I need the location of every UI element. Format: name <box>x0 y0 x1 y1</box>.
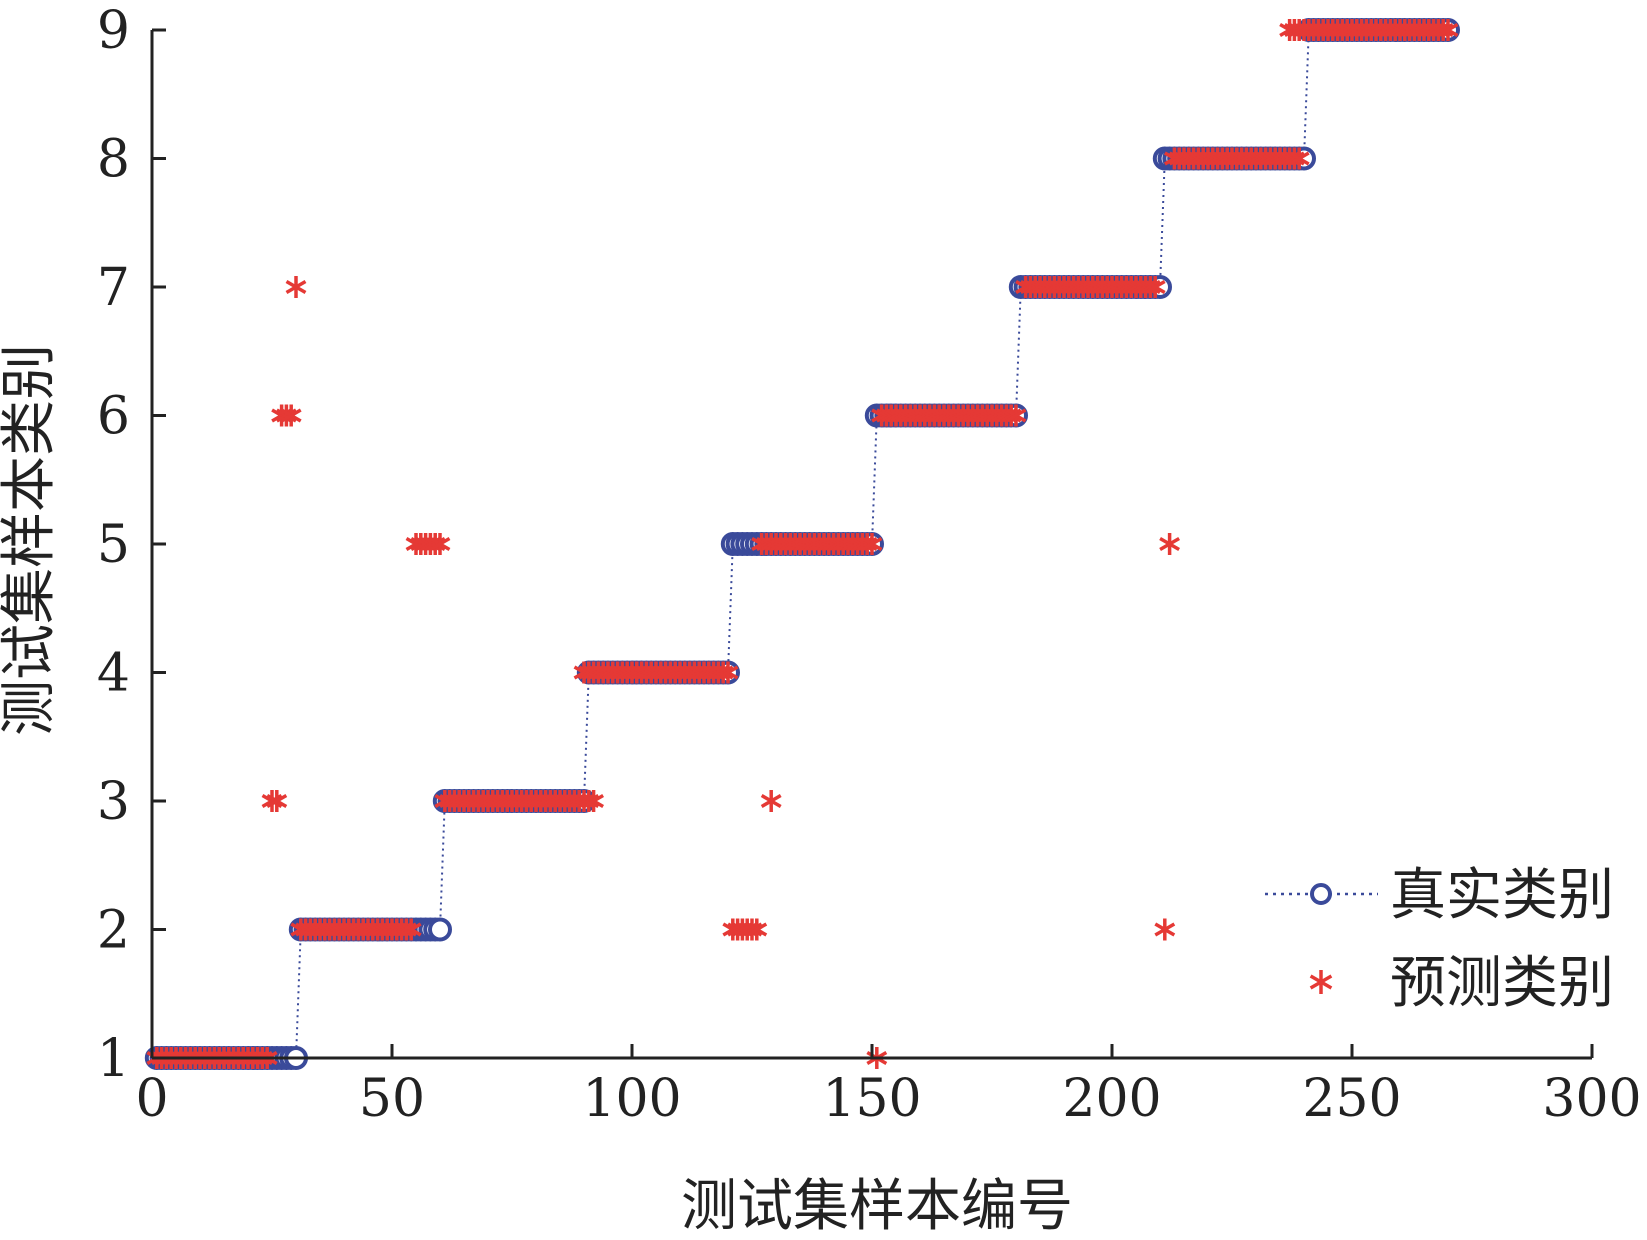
pred-class-point <box>746 918 768 941</box>
x-tick-label: 50 <box>359 1069 425 1129</box>
legend: 真实类别 预测类别 <box>1265 863 1614 1016</box>
y-tick-label: 9 <box>97 1 130 61</box>
y-tick-label: 3 <box>97 772 130 832</box>
y-tick-label: 1 <box>97 1029 130 1089</box>
legend-pred-label: 预测类别 <box>1390 951 1614 1016</box>
y-tick-label: 7 <box>97 258 130 318</box>
legend-true-label: 真实类别 <box>1390 863 1614 928</box>
y-tick-label: 2 <box>97 901 130 961</box>
plot-area <box>144 18 1460 1070</box>
ticks: 0 50 100 150 200 250 300 1 2 3 4 5 6 7 8 9 <box>97 1 1642 1129</box>
pred-class-point <box>266 790 288 812</box>
pred-class-point <box>280 404 302 427</box>
pred-class-point <box>717 661 739 684</box>
pred-class-point <box>1288 147 1310 170</box>
x-axis-title: 测试集样本编号 <box>681 1174 1073 1235</box>
x-tick-label: 250 <box>1302 1069 1401 1129</box>
legend-pred-asterisk <box>1309 970 1333 994</box>
pred-class-point <box>1159 533 1181 555</box>
pred-class-point <box>1437 19 1459 41</box>
legend-pred-marker <box>1309 970 1333 994</box>
y-tick-label: 5 <box>97 515 130 575</box>
x-tick-label: 100 <box>582 1069 681 1129</box>
pred-class-point <box>861 533 883 555</box>
pred-class-point <box>1154 918 1176 941</box>
pred-class-point <box>429 533 451 555</box>
pred-class-point <box>400 918 422 941</box>
x-tick-label: 0 <box>135 1069 168 1129</box>
pred-class-point <box>583 790 605 812</box>
x-tick-label: 150 <box>822 1069 921 1129</box>
pred-class-point <box>1144 276 1166 298</box>
pred-class-point <box>760 790 782 812</box>
y-tick-label: 4 <box>97 644 130 704</box>
x-tick-label: 300 <box>1542 1069 1641 1129</box>
pred-class-point <box>1005 404 1027 427</box>
true-class-point <box>428 917 452 942</box>
y-tick-label: 8 <box>97 130 130 190</box>
legend-true-marker <box>1310 883 1332 905</box>
y-tick-label: 6 <box>97 387 130 447</box>
x-tick-label: 200 <box>1062 1069 1161 1129</box>
y-axis-title: 测试集样本类别 <box>0 344 62 736</box>
pred-class-point <box>285 276 307 298</box>
